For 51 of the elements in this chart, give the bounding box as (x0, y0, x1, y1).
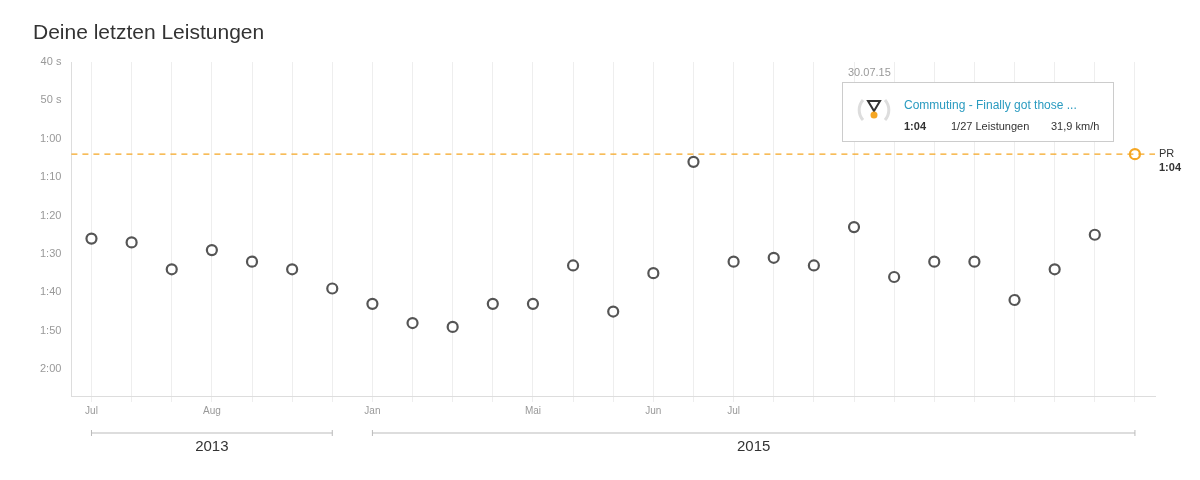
point (1008, 293, 1021, 307)
text: 1:04 (1159, 161, 1182, 174)
point (85, 232, 98, 245)
point (807, 259, 820, 272)
x-tick-label: Jun (645, 404, 662, 416)
y-tick-label: 2:00 (39, 362, 62, 375)
point (526, 297, 540, 310)
text: 2013 (195, 437, 229, 455)
point (566, 259, 580, 272)
y-tick-label: 40 s (40, 55, 62, 68)
x-tick-label: Jan (364, 404, 381, 416)
point (406, 316, 419, 330)
point (165, 263, 178, 276)
point (727, 255, 740, 268)
point (767, 251, 780, 264)
point (366, 297, 379, 310)
y-tick-label: 1:30 (39, 246, 62, 259)
point (245, 255, 259, 268)
point (1088, 228, 1101, 241)
point (687, 155, 700, 168)
point (647, 267, 660, 280)
y-tick-label: 1:50 (39, 323, 62, 336)
point (847, 220, 861, 234)
x-tick-label: Jul (727, 404, 740, 416)
x-tick-label: Aug (202, 404, 221, 416)
y-tick-label: 50 s (40, 93, 62, 106)
point (888, 270, 901, 284)
y-tick-label: 1:40 (39, 285, 62, 298)
point (205, 244, 218, 257)
text: 2015 (736, 437, 771, 455)
point (486, 297, 499, 310)
y-tick-label: 1:20 (39, 208, 62, 221)
annotation: 1:04 (904, 120, 927, 132)
point (968, 255, 981, 268)
annotation: Commuting - Finally got those ... (904, 98, 1077, 112)
point (286, 263, 299, 276)
point (326, 282, 339, 295)
point (1048, 263, 1061, 276)
point (928, 255, 941, 268)
x-tick-label: Jul (85, 404, 98, 416)
y-tick-label: 1:10 (39, 170, 62, 183)
point (607, 305, 620, 318)
annotation: 30.07.15 (848, 66, 891, 78)
annotation: 1/27 Leistungen (951, 120, 1030, 132)
ref-line-label: PR (1159, 147, 1175, 160)
y-tick-label: 1:00 (39, 131, 62, 144)
point (125, 236, 138, 249)
point (446, 320, 459, 333)
x-tick-label: Mai (524, 404, 541, 416)
chart-title: Deine letzten Leistungen (33, 20, 265, 44)
annotation: 31,9 km/h (1051, 120, 1100, 132)
